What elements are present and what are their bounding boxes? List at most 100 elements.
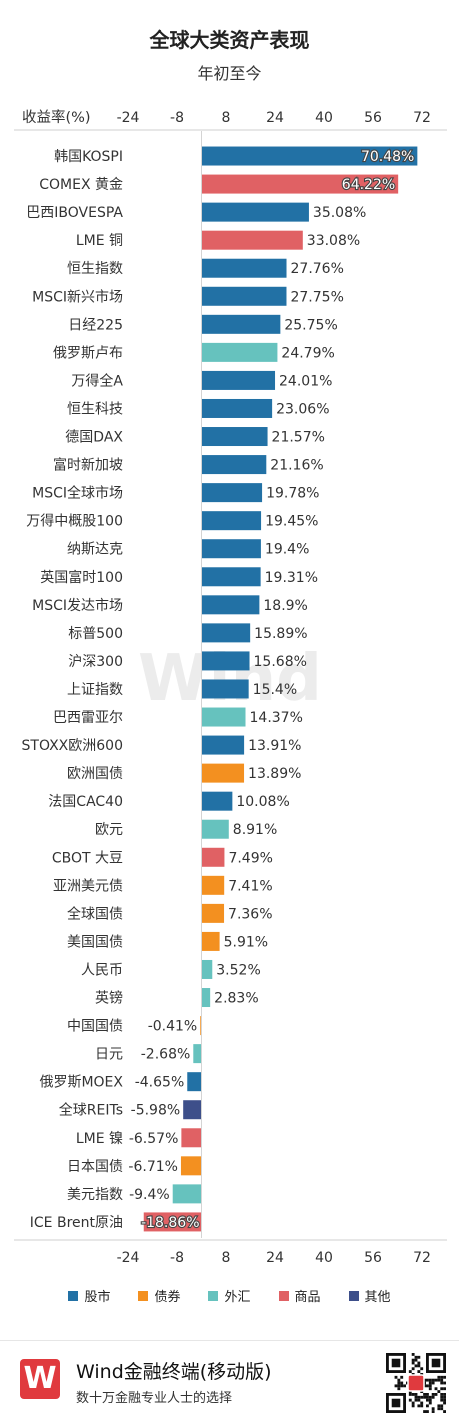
legend-label: 商品 xyxy=(294,1290,321,1305)
value-label: -0.41% xyxy=(148,1019,198,1035)
qr-module xyxy=(400,1375,404,1379)
category-label: 亚洲美元债 xyxy=(53,878,123,894)
qr-module xyxy=(411,1404,415,1408)
category-label: COMEX 黄金 xyxy=(39,176,123,193)
category-label: 俄罗斯MOEX xyxy=(39,1075,123,1091)
qr-module xyxy=(400,1381,404,1385)
value-label: 7.41% xyxy=(228,878,272,894)
qr-module xyxy=(440,1378,444,1382)
value-label: 25.75% xyxy=(284,317,337,333)
top-tick-label: 56 xyxy=(364,110,382,126)
category-label: 万得中概股100 xyxy=(26,513,123,530)
bar xyxy=(187,1072,202,1092)
legend-label: 股市 xyxy=(84,1290,111,1305)
qr-module xyxy=(411,1353,415,1356)
qr-code xyxy=(386,1353,446,1413)
bar xyxy=(201,455,267,475)
category-label: 美国国债 xyxy=(67,934,123,950)
value-label: 5.91% xyxy=(224,934,268,950)
qr-module xyxy=(428,1387,432,1391)
qr-module xyxy=(437,1404,441,1408)
legend-item: 外汇 xyxy=(208,1286,251,1305)
category-label: 万得全A xyxy=(71,372,123,389)
bottom-tick-label: -24 xyxy=(117,1250,140,1266)
value-label: 21.16% xyxy=(270,458,323,474)
bar xyxy=(201,258,287,278)
value-label: -2.68% xyxy=(141,1047,191,1063)
qr-module xyxy=(440,1398,444,1402)
qr-module xyxy=(431,1381,435,1385)
qr-finder-core xyxy=(431,1358,441,1368)
qr-module xyxy=(417,1398,421,1402)
legend-swatch xyxy=(208,1290,219,1301)
category-label: 俄罗斯卢布 xyxy=(53,345,123,361)
value-label: 8.91% xyxy=(233,822,277,838)
qr-module xyxy=(414,1358,418,1362)
qr-module xyxy=(394,1375,398,1379)
qr-module xyxy=(414,1398,418,1402)
bottom-tick-label: 8 xyxy=(222,1250,231,1266)
top-tick-label: 8 xyxy=(222,110,231,126)
value-label: 35.08% xyxy=(313,205,366,221)
value-label: 64.22% xyxy=(342,177,395,193)
qr-module xyxy=(397,1381,401,1385)
qr-module xyxy=(437,1378,441,1382)
bottom-tick-label: 40 xyxy=(315,1250,333,1266)
qr-module xyxy=(440,1395,444,1399)
qr-module xyxy=(414,1364,418,1368)
qr-module xyxy=(423,1393,426,1396)
value-label: 19.31% xyxy=(265,570,318,586)
category-label: 纳斯达克 xyxy=(67,542,123,558)
qr-module xyxy=(443,1375,446,1379)
qr-module xyxy=(431,1393,435,1396)
bottom-tick-label: -8 xyxy=(170,1250,184,1266)
wind-logo: W xyxy=(20,1359,60,1399)
qr-module xyxy=(411,1401,415,1405)
app-name: Wind金融终端(移动版) xyxy=(76,1361,272,1383)
category-label: 富时新加坡 xyxy=(53,457,123,474)
value-label: -6.57% xyxy=(129,1131,179,1147)
qr-module xyxy=(443,1398,446,1402)
value-label: 14.37% xyxy=(250,710,303,726)
category-label: 法国CAC40 xyxy=(48,794,123,810)
qr-module xyxy=(417,1404,421,1408)
qr-module xyxy=(428,1384,432,1388)
qr-module xyxy=(411,1361,415,1365)
bar xyxy=(201,342,278,362)
qr-module xyxy=(426,1410,429,1413)
qr-module xyxy=(428,1401,432,1405)
value-label: 7.36% xyxy=(228,906,272,922)
qr-module xyxy=(434,1387,438,1391)
top-tick-label: 40 xyxy=(315,110,333,126)
category-label: 英镑 xyxy=(95,990,123,1007)
bar xyxy=(201,146,418,166)
category-label: 巴西IBOVESPA xyxy=(26,205,123,221)
footer-divider xyxy=(0,1340,459,1341)
bar xyxy=(201,903,225,923)
app-slogan: 数十万金融专业人士的选择 xyxy=(76,1391,233,1406)
bar xyxy=(201,286,287,306)
category-label: 标普500 xyxy=(68,626,123,642)
qr-module xyxy=(426,1384,429,1388)
value-label: 13.89% xyxy=(248,766,301,782)
qr-module xyxy=(428,1398,432,1402)
value-label: 19.4% xyxy=(265,542,309,558)
qr-module xyxy=(408,1370,412,1373)
qr-finder-core xyxy=(391,1358,401,1368)
category-label: 人民币 xyxy=(81,962,123,978)
bar xyxy=(201,511,262,531)
bottom-tick-label: 56 xyxy=(364,1250,382,1266)
top-tick-label: 24 xyxy=(266,110,284,126)
bar xyxy=(201,791,233,811)
qr-logo-icon xyxy=(407,1374,425,1392)
bar xyxy=(201,735,245,755)
axis-label: 收益率(%) xyxy=(22,109,91,126)
value-label: 7.49% xyxy=(228,850,272,866)
bar xyxy=(201,959,213,979)
legend-swatch xyxy=(138,1290,149,1301)
qr-module xyxy=(420,1401,424,1405)
category-label: LME 铜 xyxy=(76,233,123,249)
value-label: 2.83% xyxy=(214,991,258,1007)
qr-module xyxy=(423,1395,426,1399)
bottom-tick-label: 72 xyxy=(413,1250,431,1266)
